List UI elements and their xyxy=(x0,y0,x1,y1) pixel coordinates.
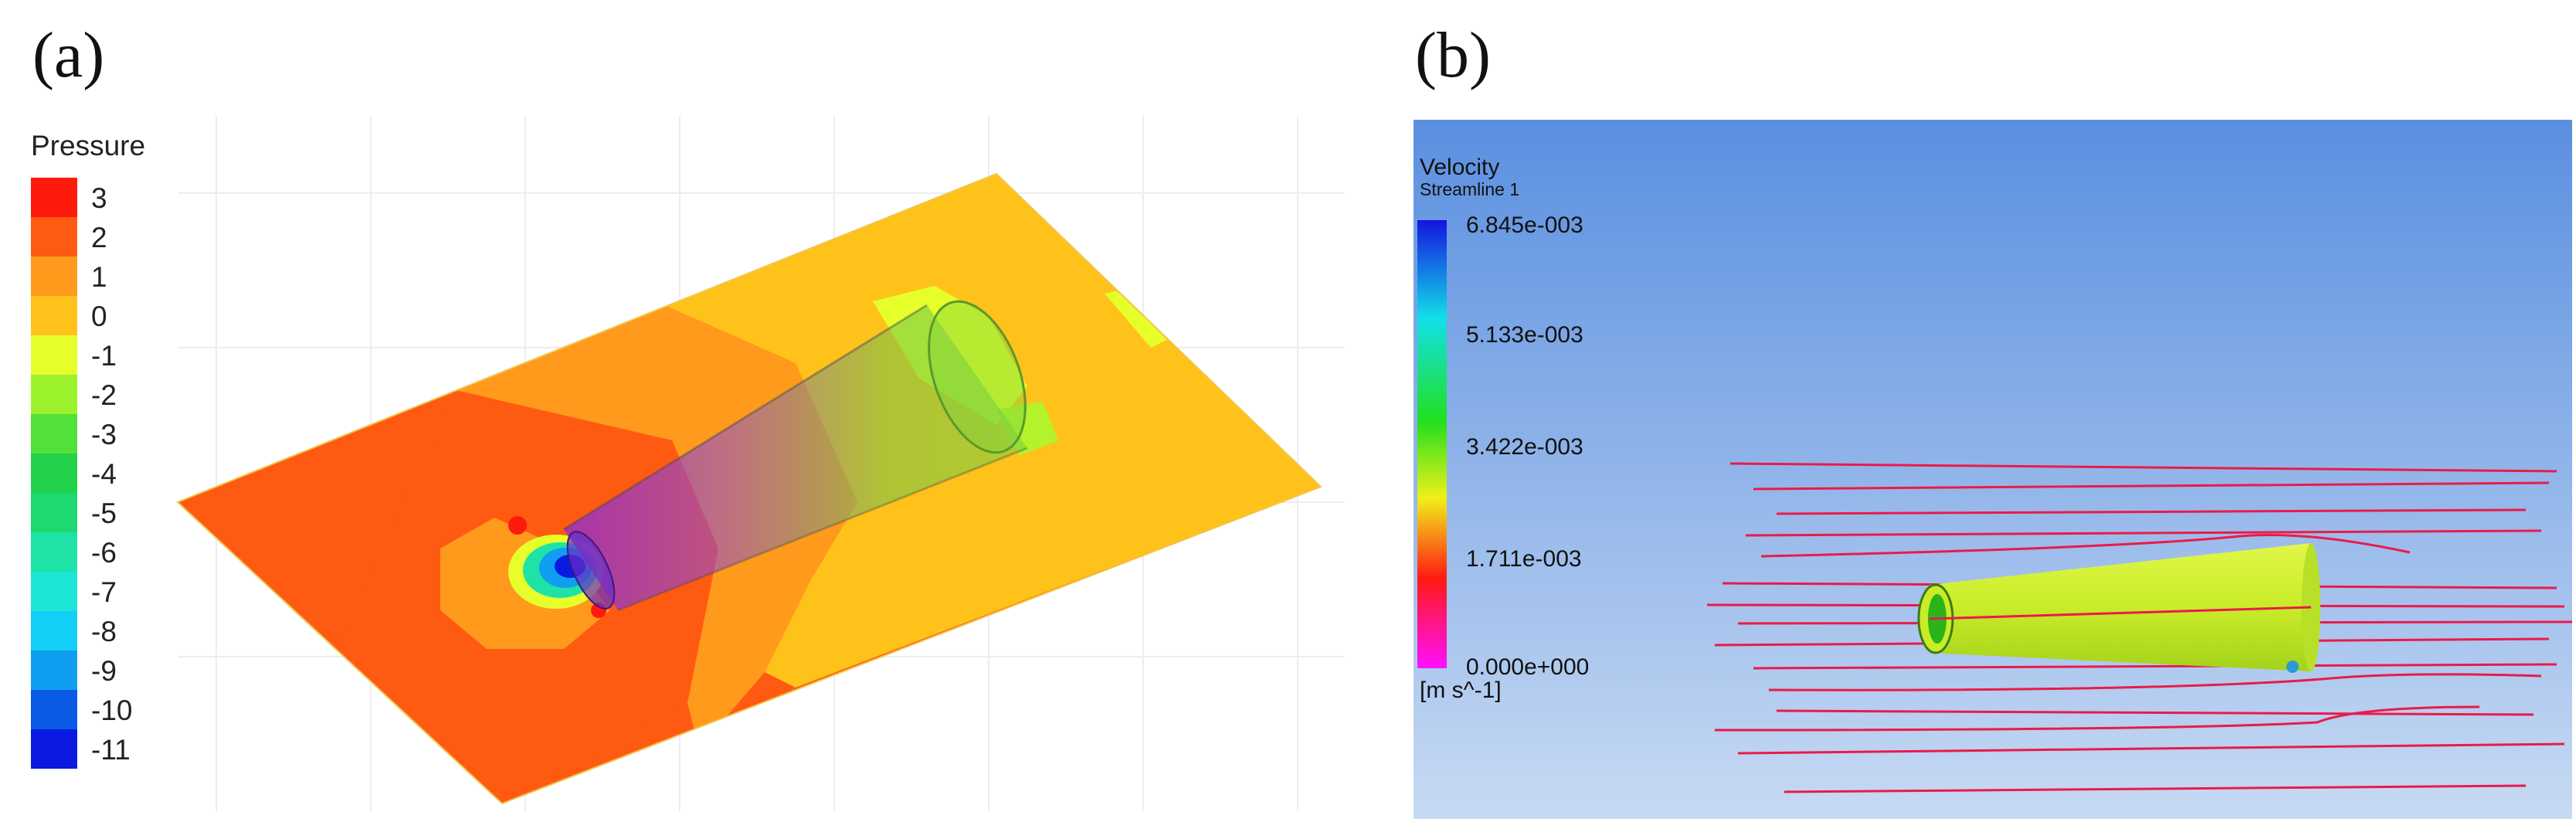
pressure-legend-swatch xyxy=(31,611,77,650)
pressure-contour-panel: Pressure 3 2 1 0 -1 -2 -3 -4 -5 -6 -7 -8 -9 -10 -11 xyxy=(23,116,1344,811)
pressure-legend-value: 3 xyxy=(91,182,107,214)
pressure-legend-title: Pressure xyxy=(31,130,146,161)
pressure-legend-swatch xyxy=(31,650,77,690)
velocity-tick: 5.133e-003 xyxy=(1466,322,1583,348)
pressure-legend-entry: -8 xyxy=(31,611,162,650)
pressure-legend-entry: -3 xyxy=(31,414,162,453)
panel-b-label: (b) xyxy=(1415,19,1491,91)
velocity-legend-title: Velocity xyxy=(1420,155,1500,180)
pressure-legend-swatch xyxy=(31,335,77,375)
pressure-legend-entry: -10 xyxy=(31,690,162,729)
streamline xyxy=(1753,663,2557,670)
pressure-legend-entry: -2 xyxy=(31,375,162,414)
pressure-legend-swatch xyxy=(31,375,77,414)
cone-body xyxy=(563,300,1028,612)
pressure-legend-swatch xyxy=(31,256,77,296)
pressure-legend-value: 0 xyxy=(91,301,107,332)
pressure-legend-value: -9 xyxy=(91,655,117,687)
streamline xyxy=(1737,742,2565,755)
streamline xyxy=(1768,673,2542,691)
streamline xyxy=(1776,709,2534,716)
plate-outline xyxy=(176,172,1322,805)
pressure-legend-value: -8 xyxy=(91,616,117,647)
pressure-legend-value: -11 xyxy=(91,734,131,766)
pressure-legend-value: -4 xyxy=(91,458,117,490)
velocity-tick: 6.845e-003 xyxy=(1466,212,1583,238)
pressure-plot-3d xyxy=(176,116,1344,811)
streamline xyxy=(1753,481,2550,491)
pressure-legend-swatch xyxy=(31,493,77,532)
pressure-legend-swatch xyxy=(31,453,77,493)
pressure-legend-value: -3 xyxy=(91,419,117,450)
streamline xyxy=(1760,534,2411,558)
pressure-legend-value: -7 xyxy=(91,576,117,608)
pressure-legend-value: 2 xyxy=(91,222,107,253)
pressure-legend-entry: -9 xyxy=(31,650,162,690)
streamline xyxy=(1776,508,2527,515)
pressure-legend-swatch xyxy=(31,178,77,217)
pressure-legend-swatch xyxy=(31,532,77,572)
pressure-legend-swatch xyxy=(31,690,77,729)
pressure-legend-entry: 1 xyxy=(31,256,162,296)
velocity-tick: 1.711e-003 xyxy=(1466,546,1582,572)
pressure-legend-entry: -11 xyxy=(31,729,162,769)
pressure-legend-swatch xyxy=(31,414,77,453)
velocity-streamline-panel: Velocity Streamline 1 6.845e-003 5.133e-… xyxy=(1414,120,2572,819)
velocity-tick: 0.000e+000 xyxy=(1466,654,1590,680)
panel-a-label: (a) xyxy=(32,19,105,91)
pressure-legend-swatch xyxy=(31,217,77,256)
velocity-legend-subtitle: Streamline 1 xyxy=(1420,179,1520,199)
pressure-legend-value: -6 xyxy=(91,537,117,569)
pressure-legend-entry: -1 xyxy=(31,335,162,375)
velocity-unit: [m s^-1] xyxy=(1420,678,1502,703)
cone-body xyxy=(1917,543,2320,673)
velocity-plot xyxy=(1414,120,2572,819)
pressure-legend-entry: 3 xyxy=(31,178,162,217)
pressure-legend-value: -5 xyxy=(91,498,117,529)
streamline xyxy=(1745,529,2542,537)
pressure-legend-value: 1 xyxy=(91,261,107,293)
pressure-legend-entry: 0 xyxy=(31,296,162,335)
pressure-legend-entry: -7 xyxy=(31,572,162,611)
pressure-legend-entry: 2 xyxy=(31,217,162,256)
pressure-legend-value: -2 xyxy=(91,379,117,411)
streamline xyxy=(1729,462,2557,473)
pressure-legend-swatch xyxy=(31,572,77,611)
velocity-color-bar xyxy=(1417,220,1447,668)
pressure-legend-value: -1 xyxy=(91,340,117,372)
pressure-legend-value: -10 xyxy=(91,695,133,726)
pressure-legend-entry: -6 xyxy=(31,532,162,572)
streamline xyxy=(1714,705,2480,732)
velocity-tick: 3.422e-003 xyxy=(1466,434,1583,460)
pressure-legend-swatch xyxy=(31,296,77,335)
pressure-legend-entry: -5 xyxy=(31,493,162,532)
pressure-legend-entry: -4 xyxy=(31,453,162,493)
pressure-legend-swatch xyxy=(31,729,77,769)
streamline xyxy=(1784,784,2527,793)
